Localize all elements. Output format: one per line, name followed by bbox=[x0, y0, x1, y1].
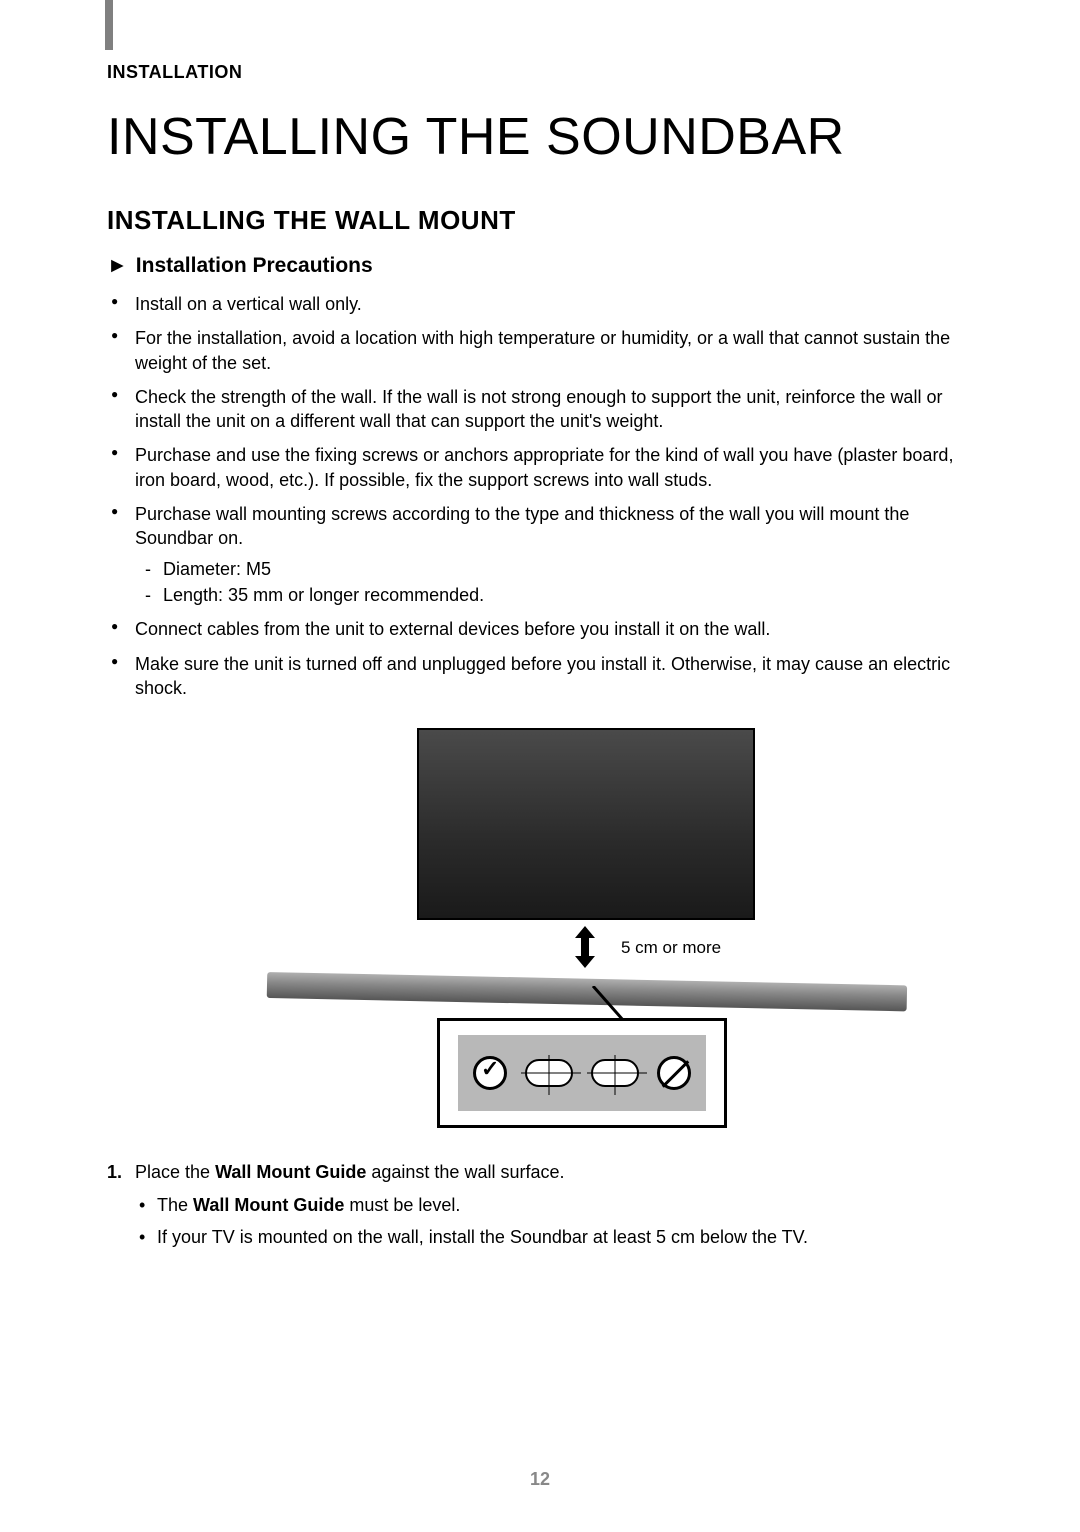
section-label: INSTALLATION bbox=[107, 62, 985, 83]
precaution-item: Make sure the unit is turned off and unp… bbox=[107, 652, 985, 701]
precaution-item: Check the strength of the wall. If the w… bbox=[107, 385, 985, 434]
main-title: INSTALLING THE SOUNDBAR bbox=[107, 107, 985, 167]
sub-title: INSTALLING THE WALL MOUNT bbox=[107, 205, 985, 236]
precaution-item-text: Purchase wall mounting screws according … bbox=[135, 504, 909, 548]
bracket-icon bbox=[591, 1059, 639, 1087]
precaution-item: Purchase wall mounting screws according … bbox=[107, 502, 985, 607]
precaution-heading-text: Installation Precautions bbox=[136, 254, 373, 277]
page-content: INSTALLATION INSTALLING THE SOUNDBAR INS… bbox=[0, 0, 1080, 1250]
sub-text-bold: Wall Mount Guide bbox=[193, 1195, 344, 1215]
spacing-arrow-icon bbox=[569, 926, 601, 968]
screw-spec-item: Diameter: M5 bbox=[135, 557, 985, 581]
spacing-label: 5 cm or more bbox=[621, 938, 721, 958]
step-sub-item: The Wall Mount Guide must be level. bbox=[135, 1193, 985, 1218]
precaution-item: Install on a vertical wall only. bbox=[107, 292, 985, 316]
precaution-heading: ► Installation Precautions bbox=[107, 254, 985, 278]
arrow-right-icon: ► bbox=[107, 254, 128, 278]
step-text-bold: Wall Mount Guide bbox=[215, 1162, 366, 1182]
step-text-suffix: against the wall surface. bbox=[366, 1162, 564, 1182]
step-sub-list: The Wall Mount Guide must be level. If y… bbox=[135, 1193, 985, 1249]
step-text-prefix: Place the bbox=[135, 1162, 215, 1182]
step-item: Place the Wall Mount Guide against the w… bbox=[107, 1160, 985, 1250]
installation-diagram: 5 cm or more bbox=[107, 720, 985, 1130]
hole-no-icon bbox=[657, 1056, 691, 1090]
precaution-item: Connect cables from the unit to external… bbox=[107, 617, 985, 641]
precaution-item: Purchase and use the fixing screws or an… bbox=[107, 443, 985, 492]
precaution-item: For the installation, avoid a location w… bbox=[107, 326, 985, 375]
sub-text-suffix: must be level. bbox=[344, 1195, 460, 1215]
step-sub-item: If your TV is mounted on the wall, insta… bbox=[135, 1225, 985, 1250]
screw-spec-item: Length: 35 mm or longer recommended. bbox=[135, 583, 985, 607]
page-number: 12 bbox=[0, 1469, 1080, 1490]
screw-spec-list: Diameter: M5 Length: 35 mm or longer rec… bbox=[135, 557, 985, 608]
wall-mount-guide-box bbox=[437, 1018, 727, 1128]
wall-mount-guide-inner bbox=[458, 1035, 706, 1111]
page-corner-mark bbox=[105, 0, 113, 50]
bracket-icon bbox=[525, 1059, 573, 1087]
steps-list: Place the Wall Mount Guide against the w… bbox=[107, 1160, 985, 1250]
precaution-list: Install on a vertical wall only. For the… bbox=[107, 292, 985, 700]
sub-text-prefix: The bbox=[157, 1195, 193, 1215]
tv-screen-illustration bbox=[417, 728, 755, 920]
hole-ok-icon bbox=[473, 1056, 507, 1090]
